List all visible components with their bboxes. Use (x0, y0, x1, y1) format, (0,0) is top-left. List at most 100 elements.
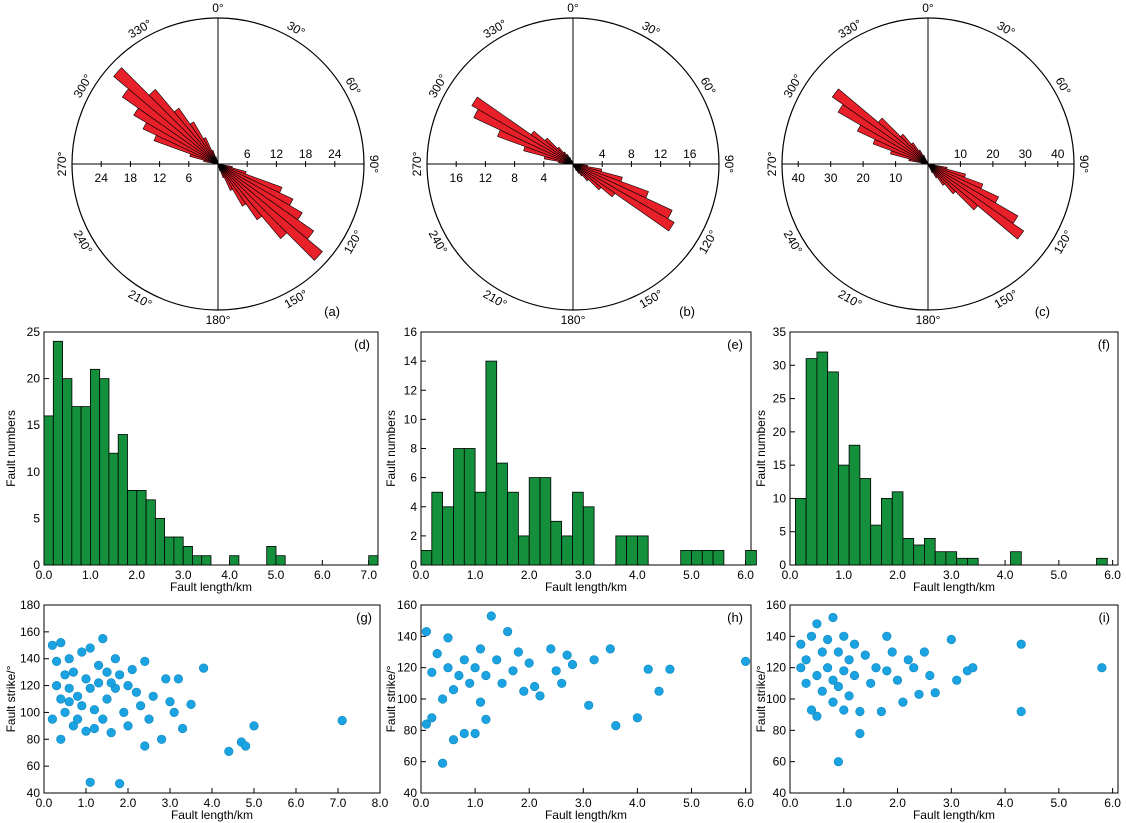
scatter-point (102, 694, 112, 704)
x-axis-title: Fault length/km (171, 808, 253, 822)
rose-petal (927, 163, 1019, 224)
scatter-point (85, 683, 95, 693)
scatter-point (665, 664, 675, 674)
histogram-bar (485, 360, 498, 566)
rose-diagram-b: 0°30°60°90°120°150°180°210°240°270°300°3… (410, 1, 736, 327)
histogram-bar (191, 555, 203, 566)
radial-tick-label: 10 (954, 147, 968, 161)
scatter-point (106, 727, 116, 738)
scatter-point (81, 674, 91, 684)
x-tick-label: 6.0 (288, 796, 305, 810)
scatter-point (806, 705, 817, 715)
radial-tick-label: 18 (124, 171, 138, 185)
direction-label: 90° (367, 155, 381, 173)
scatter-point (102, 667, 112, 677)
scatter-point (887, 647, 897, 657)
histogram-bar (229, 555, 240, 566)
x-tick-label: 4.0 (629, 568, 646, 582)
scatter-point (611, 720, 621, 731)
plot-frame (43, 604, 381, 794)
scatter-point (946, 634, 956, 645)
histogram-bar (420, 550, 433, 566)
histogram-bar (43, 415, 54, 566)
direction-label: 150° (992, 287, 1021, 312)
histogram-bar (795, 497, 807, 566)
histogram-bar (891, 491, 904, 566)
rose-petal (471, 96, 574, 165)
rose-petal (900, 133, 929, 165)
scatter-point (903, 655, 913, 665)
scatter-point (1016, 639, 1026, 649)
y-tick-label: 80 (404, 723, 418, 737)
panel-label: (e) (727, 337, 743, 352)
scatter-point (114, 670, 125, 680)
x-tick-label: 1.0 (835, 796, 852, 810)
rose-petal (189, 121, 219, 165)
histogram-bar (902, 538, 915, 566)
y-tick-label: 20 (27, 372, 41, 386)
scatter-point (119, 707, 129, 718)
scatter-point (806, 631, 817, 641)
scatter-point (828, 675, 838, 685)
direction-label: 210° (836, 287, 865, 312)
rose-petal (927, 163, 956, 195)
scatter-point (432, 648, 442, 659)
scatter-point (169, 707, 179, 718)
y-tick-label: 80 (773, 723, 787, 737)
scatter-point (882, 666, 892, 676)
x-tick-label: 4.0 (221, 568, 238, 582)
y-tick-label: 40 (27, 786, 41, 800)
histogram-bar (173, 536, 184, 566)
scatter-point (871, 663, 881, 673)
histogram-bar (182, 546, 193, 566)
histogram-bar (680, 550, 692, 566)
x-tick-label: 0.0 (413, 568, 430, 582)
histogram-bar (368, 555, 379, 566)
y-tick-label: 180 (20, 598, 40, 612)
radial-tick-label: 40 (1051, 147, 1065, 161)
rose-petal (473, 108, 574, 165)
scatter-point (475, 697, 486, 707)
scatter-point (459, 728, 469, 739)
y-tick-label: 4 (410, 500, 417, 514)
x-tick-label: 3.0 (575, 568, 592, 582)
rose-diagram-c: 0°30°60°90°120°150°180°210°240°270°300°3… (765, 1, 1091, 327)
direction-label: 240° (71, 228, 96, 257)
scatter-point (438, 758, 448, 768)
scatter-point (833, 647, 844, 657)
scatter-point (839, 666, 849, 676)
y-tick-label: 40 (404, 786, 418, 800)
scatter-point (157, 734, 167, 744)
scatter-point (72, 691, 83, 701)
histogram-bar (442, 506, 454, 566)
scatter-point (562, 650, 572, 660)
histogram-bar (164, 536, 175, 566)
panel-label: (d) (354, 337, 370, 352)
x-tick-label: 6.0 (737, 796, 754, 810)
scatter-point (812, 711, 822, 721)
histogram-bar (637, 535, 649, 566)
direction-label: 300° (781, 72, 806, 101)
direction-label: 120° (341, 228, 366, 257)
rose-petal (927, 163, 1025, 240)
y-tick-label: 25 (27, 325, 41, 339)
scatter-point (443, 663, 453, 673)
rose-petal (926, 160, 929, 165)
histogram-bar (1096, 557, 1108, 566)
x-tick-label: 8.0 (372, 796, 389, 810)
scatter-point (81, 726, 91, 736)
scatter-point (492, 655, 502, 665)
direction-label: 210° (481, 287, 510, 312)
y-tick-label: 5 (33, 511, 40, 525)
x-tick-label: 4.0 (204, 796, 221, 810)
x-tick-label: 6.0 (737, 568, 754, 582)
radial-tick-label: 16 (683, 147, 697, 161)
rose-petal (572, 163, 575, 168)
scatter-point (178, 723, 188, 734)
histogram-bar (71, 406, 82, 566)
rose-petal (572, 163, 616, 198)
scatter-point (925, 670, 935, 681)
scatter-point (551, 666, 561, 676)
scatter-point (952, 675, 962, 685)
x-tick-label: 1.0 (78, 796, 95, 810)
